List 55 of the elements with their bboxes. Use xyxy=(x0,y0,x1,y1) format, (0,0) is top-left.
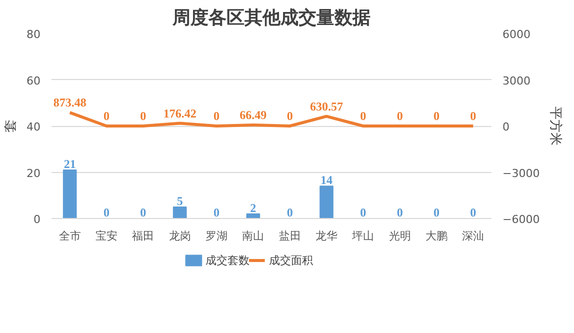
y-axis-title: 套 xyxy=(4,120,19,132)
bar xyxy=(62,169,77,218)
y-tick-label: 40 xyxy=(26,120,41,134)
y2-tick-label: −3000 xyxy=(502,166,540,180)
legend-label: 成交面积 xyxy=(268,254,313,267)
x-tick-label: 深汕 xyxy=(462,230,484,242)
data-label: 0 xyxy=(434,109,440,123)
data-label: 0 xyxy=(286,206,293,220)
data-label: 0 xyxy=(360,206,366,220)
y-tick-label: 80 xyxy=(26,28,41,41)
y-tick-label: 20 xyxy=(26,166,41,180)
data-label: 0 xyxy=(140,206,146,220)
chart-title: 周度各区其他成交量数据 xyxy=(172,8,370,28)
data-label: 66.49 xyxy=(240,108,267,122)
x-tick-label: 光明 xyxy=(388,230,411,242)
data-label: 0 xyxy=(470,109,476,123)
x-tick-label: 宝安 xyxy=(96,230,118,242)
x-tick-label: 罗湖 xyxy=(206,230,228,242)
data-label: 0 xyxy=(434,206,440,220)
x-tick-label: 福田 xyxy=(132,230,154,242)
x-tick-label: 龙岗 xyxy=(168,230,191,242)
data-label: 0 xyxy=(396,206,403,220)
x-tick-label: 坪山 xyxy=(351,230,374,242)
y2-tick-label: 3000 xyxy=(502,74,530,88)
legend-label: 成交套数 xyxy=(206,254,250,267)
data-label: 0 xyxy=(286,109,293,123)
data-label: 0 xyxy=(140,109,146,123)
x-tick-label: 大鹏 xyxy=(426,230,448,242)
data-label: 0 xyxy=(214,109,220,123)
x-tick-label: 龙华 xyxy=(316,230,338,242)
data-label: 0 xyxy=(396,109,403,123)
y2-tick-label: 0 xyxy=(502,120,510,134)
data-label: 0 xyxy=(214,206,220,220)
data-label: 0 xyxy=(360,109,366,123)
x-tick-label: 南山 xyxy=(242,230,264,242)
data-label: 14 xyxy=(320,173,332,188)
y2-axis-title: 平方米 xyxy=(548,106,564,146)
data-label: 873.48 xyxy=(53,96,86,110)
bar xyxy=(172,206,187,218)
data-label: 0 xyxy=(470,206,476,220)
y2-tick-label: −6000 xyxy=(502,213,540,226)
data-label: 5 xyxy=(176,194,183,208)
bar xyxy=(320,186,334,218)
data-label: 2 xyxy=(250,200,256,215)
data-label: 176.42 xyxy=(163,106,196,120)
line-series xyxy=(68,111,475,128)
data-label: 0 xyxy=(104,206,110,220)
data-label: 630.57 xyxy=(310,99,343,114)
x-tick-label: 全市 xyxy=(58,230,81,242)
y2-tick-label: 6000 xyxy=(502,28,530,41)
y-tick-label: 60 xyxy=(26,74,41,88)
y-tick-label: 0 xyxy=(34,213,40,226)
data-label: 21 xyxy=(64,156,76,171)
data-label: 0 xyxy=(104,109,110,123)
x-tick-label: 盐田 xyxy=(278,230,301,242)
